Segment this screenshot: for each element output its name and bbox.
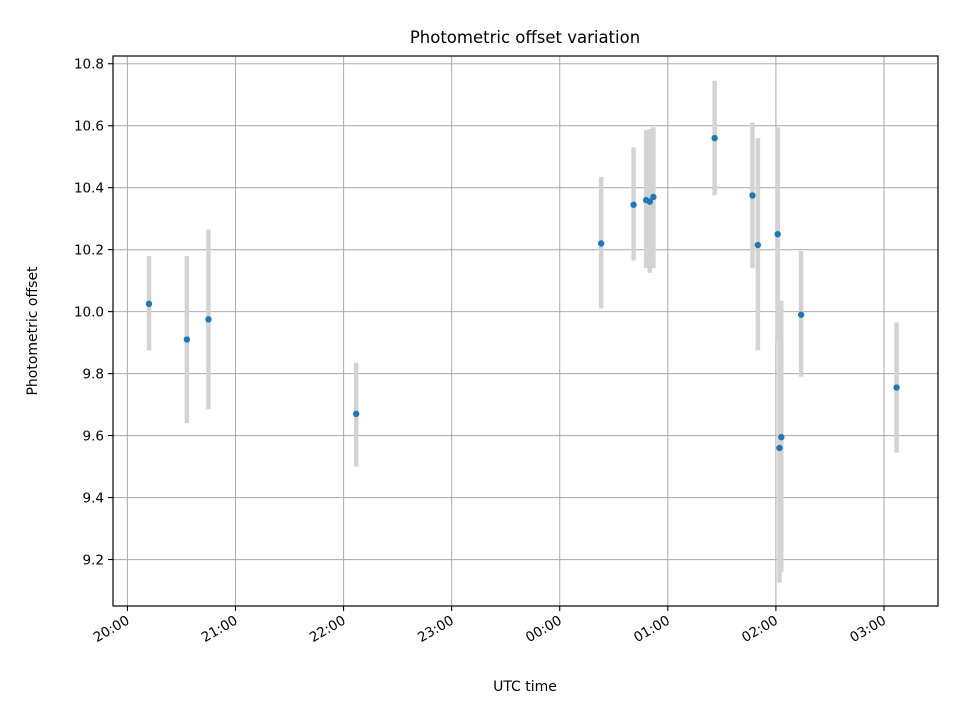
data-points — [145, 134, 900, 452]
y-axis-ticks: 9.2 9.4 9.6 9.8 10.0 10.2 10.4 10.6 10.8 — [74, 57, 113, 569]
y-tick-label: 9.6 — [83, 429, 104, 445]
y-tick-label: 9.2 — [83, 553, 104, 569]
y-tick-label: 9.8 — [83, 367, 104, 383]
data-point — [352, 410, 360, 418]
y-tick-label: 10.6 — [74, 119, 104, 135]
chart-title: Photometric offset variation — [410, 28, 640, 47]
data-point — [749, 192, 756, 199]
data-point — [650, 193, 657, 201]
data-point — [776, 444, 783, 452]
plot-frame — [112, 55, 939, 607]
data-point — [893, 384, 900, 391]
data-point — [597, 240, 605, 247]
grid-lines — [113, 56, 938, 606]
y-tick-label: 9.4 — [83, 491, 104, 507]
data-point — [754, 241, 762, 249]
y-tick-label: 10.0 — [74, 305, 104, 321]
y-axis-label: Photometric offset — [25, 266, 41, 396]
y-tick-label: 10.8 — [74, 57, 104, 73]
data-point — [711, 134, 718, 142]
data-point — [183, 336, 191, 343]
data-point — [145, 300, 153, 308]
data-point — [205, 316, 212, 323]
data-point — [797, 311, 805, 318]
data-point — [630, 201, 637, 208]
data-point — [774, 230, 781, 238]
x-axis-label: UTC time — [493, 679, 557, 695]
y-tick-label: 10.2 — [74, 243, 104, 259]
data-point — [646, 198, 653, 205]
y-tick-label: 10.4 — [74, 181, 104, 197]
data-point — [778, 433, 785, 441]
